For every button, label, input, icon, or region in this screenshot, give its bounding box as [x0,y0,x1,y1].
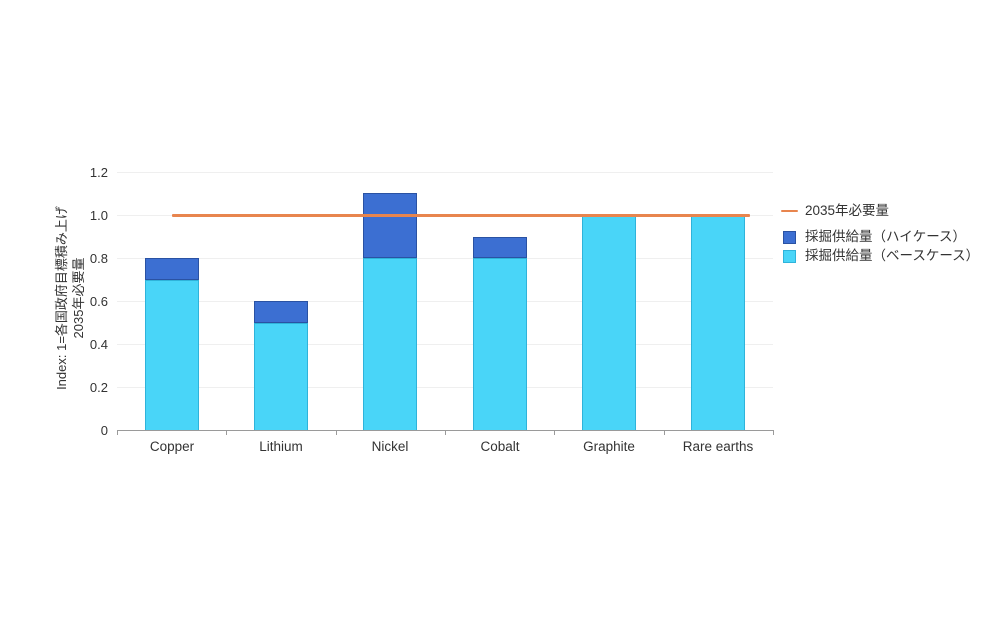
x-axis-tick [773,430,774,435]
bar-segment-base-nickel [363,258,417,430]
y-tick-label-1.2: 1.2 [89,165,108,180]
reference-line-marker-icon [781,209,798,213]
y-tick-label-1.0: 1.0 [89,208,108,223]
gridline-0.2 [117,387,773,388]
legend-label-base-case: 採掘供給量（ベースケース） [805,248,980,263]
bar-segment-high-cobalt [473,237,527,258]
gridline-0.6 [117,301,773,302]
bar-segment-high-copper [145,258,199,280]
x-axis-tick [336,430,337,435]
x-axis-tick [117,430,118,435]
bar-segment-base-graphite [582,215,636,430]
bar-segment-base-rare-earths [691,215,745,430]
base-case-marker-icon [783,249,796,263]
x-category-label-cobalt: Cobalt [480,439,520,454]
x-axis-tick [445,430,446,435]
x-axis-tick [226,430,227,435]
bar-segment-base-cobalt [473,258,527,430]
gridline-0.8 [117,258,773,259]
x-axis-tick [664,430,665,435]
legend-item-required: 2035年必要量 [781,204,979,218]
x-category-label-rare-earths: Rare earths [682,439,754,454]
gridline-1.2 [117,172,773,173]
high-case-marker-icon [783,230,796,244]
x-category-label-nickel: Nickel [371,439,409,454]
y-tick-label-0.8: 0.8 [89,251,108,266]
bar-segment-base-copper [145,280,199,430]
y-tick-label-0: 0 [100,423,108,438]
x-category-label-graphite: Graphite [583,439,635,454]
y-tick-label-0.6: 0.6 [89,294,108,309]
bar-segment-high-lithium [254,301,308,323]
y-tick-label-0.4: 0.4 [89,337,108,352]
legend: 2035年必要量 採掘供給量（ハイケース） 採掘供給量（ベースケース） [781,204,979,263]
legend-item-base-case: 採掘供給量（ベースケース） [781,249,979,263]
bar-segment-high-nickel [363,193,417,258]
x-category-label-copper: Copper [149,439,195,454]
legend-label-required: 2035年必要量 [805,203,890,218]
reference-line-2035-requirement [172,214,750,217]
legend-item-high-case: 採掘供給量（ハイケース） [781,230,979,244]
gridline-0.4 [117,344,773,345]
bar-segment-base-lithium [254,323,308,430]
x-axis-tick [554,430,555,435]
legend-label-high-case: 採掘供給量（ハイケース） [805,229,967,244]
x-category-label-lithium: Lithium [259,439,303,454]
y-tick-label-0.2: 0.2 [89,380,108,395]
